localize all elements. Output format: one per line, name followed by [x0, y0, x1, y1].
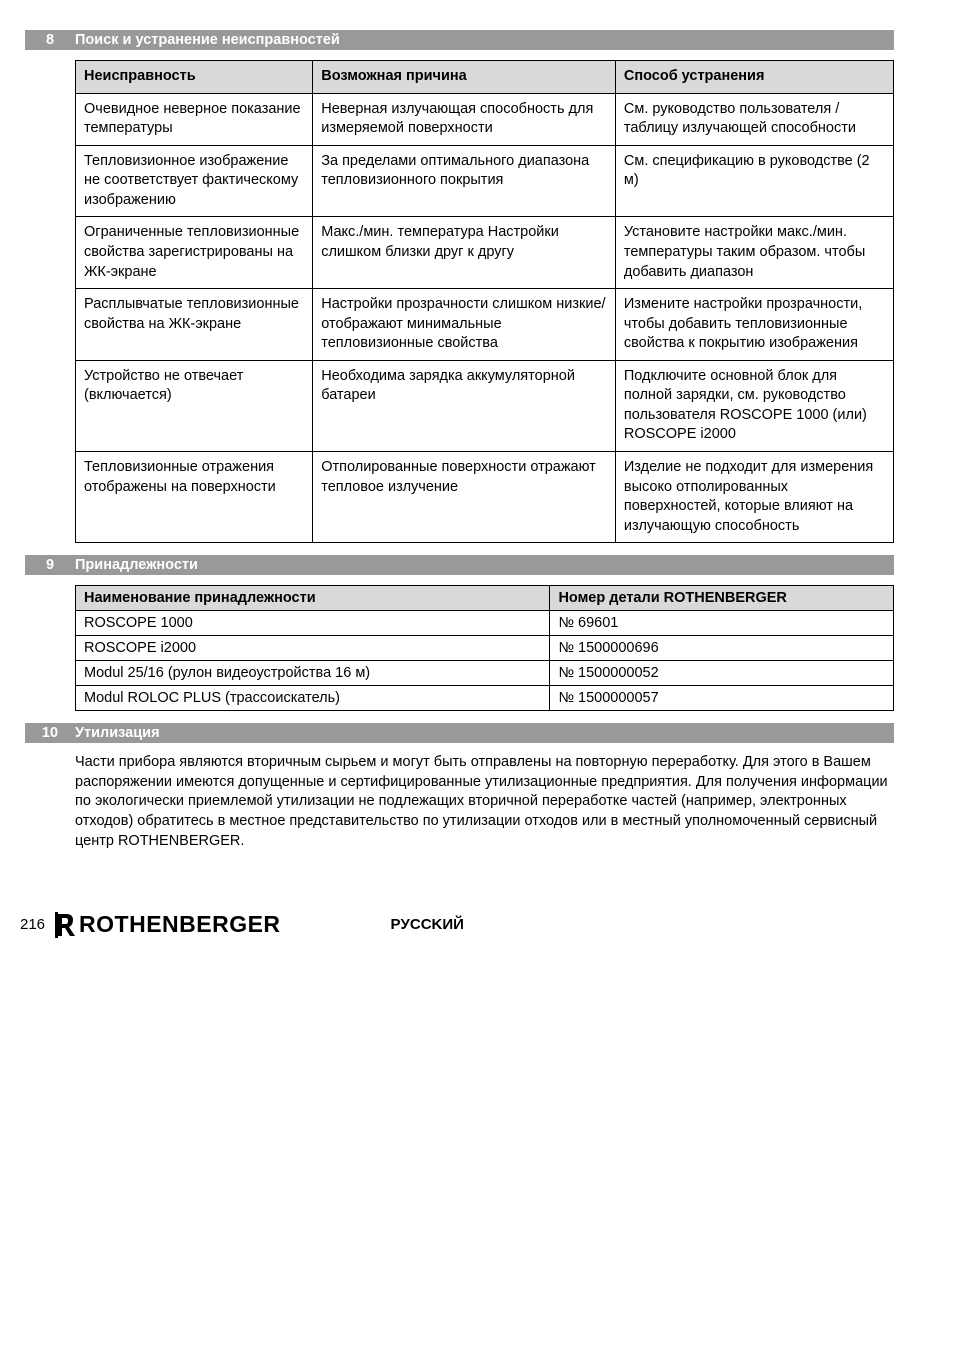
- section-10-num: 10: [25, 725, 75, 741]
- cell-name: Modul ROLOC PLUS (трассоискатель): [76, 686, 550, 711]
- cell-fault: Тепловизионные отражения отображены на п…: [76, 452, 313, 543]
- cell-fault: Тепловизионное изображение не соответств…: [76, 145, 313, 217]
- cell-remedy: См. руководство пользователя / таблицу и…: [615, 93, 893, 145]
- cell-remedy: Изделие не подходит для измерения высоко…: [615, 452, 893, 543]
- th-part-number: Номер детали ROTHENBERGER: [550, 586, 894, 611]
- cell-name: ROSCOPE i2000: [76, 636, 550, 661]
- cell-cause: Макс./мин. температура Настройки слишком…: [313, 217, 616, 289]
- cell-cause: За пределами оптимального диапазона тепл…: [313, 145, 616, 217]
- cell-remedy: См. спецификацию в руководстве (2 м): [615, 145, 893, 217]
- th-remedy: Способ устранения: [615, 61, 893, 94]
- cell-cause: Настройки прозрачности слишком низкие/ о…: [313, 289, 616, 361]
- section-9-num: 9: [25, 557, 75, 573]
- cell-fault: Устройство не отвечает (включается): [76, 360, 313, 451]
- cell-remedy: Подключите основной блок для полной заря…: [615, 360, 893, 451]
- cell-part: № 69601: [550, 611, 894, 636]
- page-number: 216: [20, 916, 45, 933]
- cell-fault: Ограниченные тепловизионные свойства зар…: [76, 217, 313, 289]
- cell-remedy: Измените настройки прозрачности, чтобы д…: [615, 289, 893, 361]
- table-row: Очевидное неверное показание температуры…: [76, 93, 894, 145]
- table-header-row: Наименование принадлежности Номер детали…: [76, 586, 894, 611]
- cell-name: Modul 25/16 (рулон видеоустройства 16 м): [76, 661, 550, 686]
- section-9-header: 9 Принадлежности: [25, 555, 894, 575]
- th-accessory-name: Наименование принадлежности: [76, 586, 550, 611]
- brand-logo: ROTHENBERGER: [55, 911, 281, 938]
- troubleshooting-table: Неисправность Возможная причина Способ у…: [75, 60, 894, 543]
- table-row: Устройство не отвечает (включается) Необ…: [76, 360, 894, 451]
- section-8-num: 8: [25, 32, 75, 48]
- section-10-title: Утилизация: [75, 725, 160, 741]
- table-row: Тепловизионные отражения отображены на п…: [76, 452, 894, 543]
- cell-cause: Неверная излучающая способность для изме…: [313, 93, 616, 145]
- page-footer: 216 ROTHENBERGER PУCCKИЙ: [20, 911, 894, 938]
- cell-part: № 1500000052: [550, 661, 894, 686]
- logo-icon: [55, 912, 75, 938]
- brand-name: ROTHENBERGER: [79, 911, 281, 938]
- table-header-row: Неисправность Возможная причина Способ у…: [76, 61, 894, 94]
- cell-part: № 1500000057: [550, 686, 894, 711]
- table-row: ROSCOPE 1000 № 69601: [76, 611, 894, 636]
- cell-fault: Очевидное неверное показание температуры: [76, 93, 313, 145]
- table-row: Ограниченные тепловизионные свойства зар…: [76, 217, 894, 289]
- section-8-header: 8 Поиск и устранение неисправностей: [25, 30, 894, 50]
- th-fault: Неисправность: [76, 61, 313, 94]
- th-cause: Возможная причина: [313, 61, 616, 94]
- cell-part: № 1500000696: [550, 636, 894, 661]
- table-row: Modul ROLOC PLUS (трассоискатель) № 1500…: [76, 686, 894, 711]
- cell-cause: Необходима зарядка аккумуляторной батаре…: [313, 360, 616, 451]
- section-9-title: Принадлежности: [75, 557, 198, 573]
- cell-cause: Отполированные поверхности отражают тепл…: [313, 452, 616, 543]
- section-8-title: Поиск и устранение неисправностей: [75, 32, 340, 48]
- cell-name: ROSCOPE 1000: [76, 611, 550, 636]
- cell-fault: Расплывчатые тепловизионные свойства на …: [76, 289, 313, 361]
- table-row: Тепловизионное изображение не соответств…: [76, 145, 894, 217]
- section-10-header: 10 Утилизация: [25, 723, 894, 743]
- table-row: Modul 25/16 (рулон видеоустройства 16 м)…: [76, 661, 894, 686]
- table-row: ROSCOPE i2000 № 1500000696: [76, 636, 894, 661]
- language-label: PУCCKИЙ: [391, 916, 464, 933]
- accessories-table: Наименование принадлежности Номер детали…: [75, 585, 894, 711]
- disposal-paragraph: Части прибора являются вторичным сырьем …: [75, 753, 894, 851]
- cell-remedy: Установите настройки макс./мин. температ…: [615, 217, 893, 289]
- table-row: Расплывчатые тепловизионные свойства на …: [76, 289, 894, 361]
